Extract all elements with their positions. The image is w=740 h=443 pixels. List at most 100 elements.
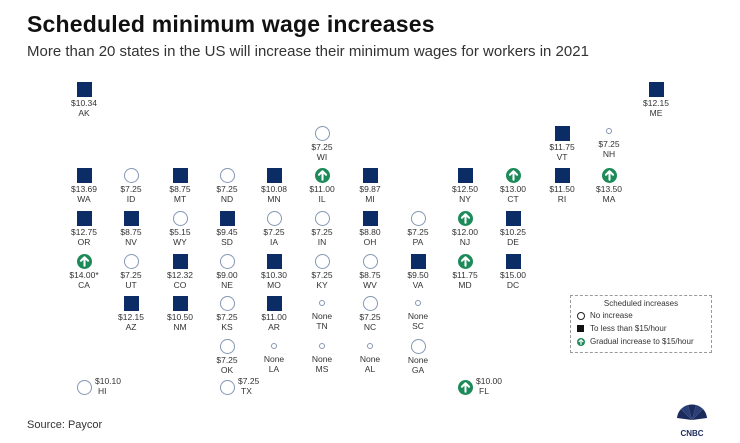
square-marker-ar (266, 295, 282, 311)
state-tile-dc: $15.00 DC (483, 253, 543, 290)
wage-value: $7.25 (120, 269, 142, 280)
circle-marker-nc (362, 295, 378, 311)
state-abbr: IA (269, 236, 279, 247)
state-tile-mo: $10.30 MO (244, 253, 304, 290)
state-abbr: MT (173, 193, 187, 204)
state-tile-sc: None SC (388, 296, 448, 331)
state-tile-ny: $12.50 NY (435, 167, 495, 204)
circle-marker-in (314, 210, 330, 226)
state-abbr: DE (507, 236, 519, 247)
circle-marker-hi (76, 379, 92, 395)
wage-value: $8.75 (120, 226, 142, 237)
state-abbr: SD (221, 236, 233, 247)
legend-circle-icon (577, 312, 585, 320)
state-tile-oh: $8.80 OH (340, 210, 400, 247)
state-abbr: KY (316, 279, 328, 290)
legend-label: No increase (590, 311, 633, 320)
legend: Scheduled increases No increase To less … (570, 295, 712, 353)
state-tile-nj: $12.00 NJ (435, 210, 495, 247)
state-tile-ky: $7.25 KY (292, 253, 352, 290)
wage-value: None (359, 353, 381, 364)
wage-value: $11.75 (452, 269, 478, 280)
cnbc-logo: CNBC (670, 398, 714, 438)
state-abbr: VT (556, 151, 568, 162)
wage-value: $7.25 (216, 311, 238, 322)
wage-value: $8.75 (169, 183, 191, 194)
circle-marker-ok (219, 338, 235, 354)
chart-title: Scheduled minimum wage increases (27, 11, 435, 37)
circle-marker-nd (219, 167, 235, 183)
wage-value: None (407, 310, 429, 321)
wage-value: $14.00* (69, 269, 99, 280)
state-tile-ok: $7.25 OK (197, 338, 257, 375)
state-tile-wy: $5.15 WY (150, 210, 210, 247)
circle-marker-id (123, 167, 139, 183)
legend-label: Gradual increase to $15/hour (590, 337, 694, 346)
svg-text:CNBC: CNBC (680, 429, 703, 438)
state-label-tx: $7.25 TX (238, 376, 259, 396)
state-tile-ar: $11.00 AR (244, 295, 304, 332)
wage-value: $13.50 (596, 183, 622, 194)
state-abbr: WI (316, 151, 328, 162)
wage-value: $7.25 (263, 226, 285, 237)
up-arrow-icon-il (314, 167, 330, 183)
square-marker-oh (362, 210, 378, 226)
square-marker-wa (76, 167, 92, 183)
wage-value: None (263, 353, 285, 364)
state-abbr: WY (173, 236, 187, 247)
state-tile-la: None LA (244, 339, 304, 374)
wage-value: $7.25 (216, 354, 238, 365)
state-tile-co: $12.32 CO (150, 253, 210, 290)
wage-value: $11.50 (549, 183, 575, 194)
state-tile-wv: $8.75 WV (340, 253, 400, 290)
square-marker-mi (362, 167, 378, 183)
wage-value: None (311, 353, 333, 364)
state-tile-ia: $7.25 IA (244, 210, 304, 247)
wage-value: $7.25 (598, 138, 620, 149)
state-tile-ma: $13.50 MA (579, 167, 639, 204)
state-tile-ct: $13.00 CT (483, 167, 543, 204)
square-marker-ri (554, 167, 570, 183)
wage-value: $10.25 (500, 226, 526, 237)
state-tile-wi: $7.25 WI (292, 125, 352, 162)
state-label-hi: $10.10 HI (95, 376, 121, 396)
small-circle-marker-la (271, 342, 277, 349)
up-arrow-icon-fl (457, 379, 473, 395)
state-tile-id: $7.25 ID (101, 167, 161, 204)
state-tile-il: $11.00 IL (292, 167, 352, 204)
circle-marker-ga (410, 338, 426, 354)
state-abbr: RI (557, 193, 567, 204)
source-note: Source: Paycor (27, 419, 103, 431)
state-tile-mn: $10.08 MN (244, 167, 304, 204)
wage-value: $11.00 (261, 311, 287, 322)
square-marker-va (410, 253, 426, 269)
state-abbr: KS (221, 321, 233, 332)
square-marker-dc (505, 253, 521, 269)
state-tile-az: $12.15 AZ (101, 295, 161, 332)
state-abbr: ND (220, 193, 234, 204)
circle-marker-wv (362, 253, 378, 269)
state-tile-ca: $14.00* CA (54, 253, 114, 290)
wage-value: $7.25 (311, 226, 333, 237)
state-abbr: MI (365, 193, 375, 204)
wage-value: $8.80 (359, 226, 381, 237)
square-marker-nv (123, 210, 139, 226)
legend-arrow-icon (577, 338, 585, 346)
state-abbr: MD (458, 279, 472, 290)
square-marker-or (76, 210, 92, 226)
circle-marker-ky (314, 253, 330, 269)
state-abbr: GA (411, 364, 425, 375)
state-tile-in: $7.25 IN (292, 210, 352, 247)
square-marker-me (648, 81, 664, 97)
wage-value: $12.00 (452, 226, 478, 237)
small-circle-marker-ms (319, 342, 325, 349)
wage-value: $7.25 (311, 269, 333, 280)
state-abbr: DC (506, 279, 520, 290)
state-abbr: OR (77, 236, 91, 247)
state-tile-ak: $10.34 AK (54, 81, 114, 118)
state-abbr: NE (221, 279, 233, 290)
state-abbr: AR (268, 321, 280, 332)
state-tile-ms: None MS (292, 339, 352, 374)
wage-value: $9.00 (216, 269, 238, 280)
circle-marker-wy (172, 210, 188, 226)
